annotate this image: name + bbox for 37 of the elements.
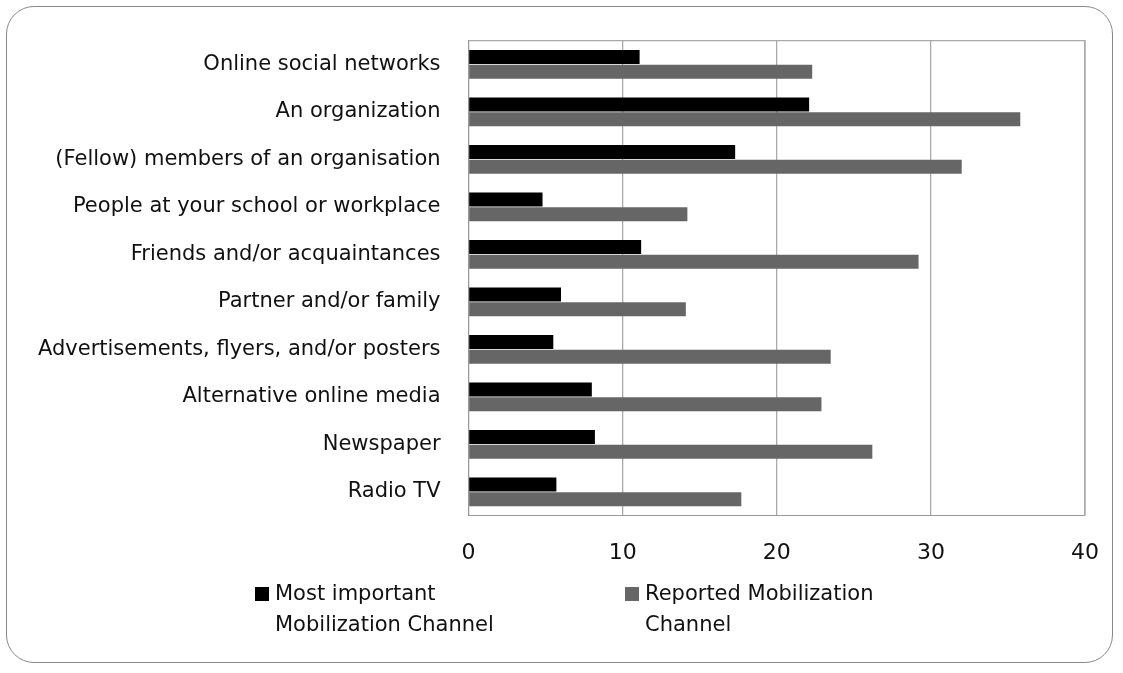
bar bbox=[469, 382, 592, 397]
y-tick-label: Online social networks bbox=[203, 50, 441, 75]
bar bbox=[469, 397, 822, 412]
bar bbox=[469, 492, 742, 507]
y-tick-label: Friends and/or acquaintances bbox=[130, 240, 441, 265]
y-tick-label: People at your school or workplace bbox=[72, 193, 441, 218]
x-tick-label: 30 bbox=[916, 538, 945, 564]
y-tick-label: Radio TV bbox=[347, 478, 442, 503]
x-tick-label: 40 bbox=[1071, 538, 1099, 564]
bar bbox=[469, 334, 554, 349]
bar bbox=[469, 64, 813, 79]
bar bbox=[469, 49, 640, 64]
bar bbox=[469, 159, 962, 174]
y-tick-label: An organization bbox=[275, 98, 441, 123]
y-tick-label: Alternative online media bbox=[182, 383, 441, 408]
x-tick-label: 20 bbox=[762, 538, 791, 564]
bar bbox=[469, 207, 688, 222]
bar bbox=[469, 429, 595, 444]
bar bbox=[469, 112, 1021, 127]
legend-label: Most important Mobilization Channel bbox=[275, 580, 495, 638]
y-tick-label: Newspaper bbox=[322, 430, 441, 455]
y-tick-label: Partner and/or family bbox=[217, 288, 441, 313]
bar bbox=[469, 302, 686, 317]
bar bbox=[469, 192, 543, 207]
bar bbox=[469, 239, 642, 254]
legend-label: Reported Mobilization Channel bbox=[645, 580, 875, 638]
bar bbox=[469, 144, 736, 159]
bar bbox=[469, 254, 919, 269]
bar bbox=[469, 287, 562, 302]
bar bbox=[469, 444, 873, 459]
y-tick-label: (Fellow) members of an organisation bbox=[55, 145, 441, 170]
y-tick-label: Advertisements, flyers, and/or posters bbox=[37, 335, 441, 360]
bar bbox=[469, 349, 831, 364]
bar bbox=[469, 97, 810, 112]
x-tick-label: 0 bbox=[461, 538, 476, 564]
bar bbox=[469, 477, 557, 492]
x-tick-label: 10 bbox=[608, 538, 637, 564]
